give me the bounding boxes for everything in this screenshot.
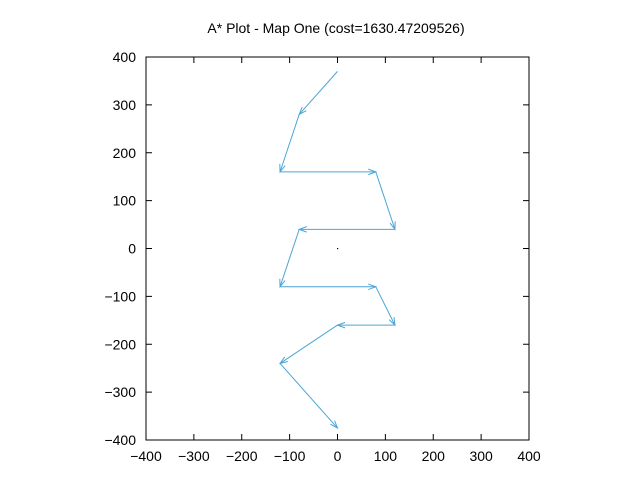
vector-segment — [279, 363, 338, 429]
x-tick-label: 0 — [334, 448, 342, 464]
vector-segment — [279, 324, 338, 364]
origin-point — [337, 248, 339, 250]
y-tick-label: 200 — [113, 145, 137, 161]
x-tick-label: 400 — [517, 448, 541, 464]
y-tick-label: −400 — [104, 432, 136, 448]
vector-arrowhead — [278, 356, 288, 365]
x-tick-label: −400 — [130, 448, 162, 464]
y-axis: −400 −300 −200 −100 0 100 200 300 400 — [104, 49, 529, 448]
series-layer — [278, 71, 396, 430]
y-tick-label: 300 — [113, 97, 137, 113]
x-tick-label: −300 — [178, 448, 210, 464]
y-tick-label: 400 — [113, 49, 137, 65]
x-tick-label: −100 — [274, 448, 306, 464]
x-tick-label: 200 — [422, 448, 446, 464]
vector-segment — [298, 71, 338, 115]
x-tick-label: −200 — [226, 448, 258, 464]
chart-title: A* Plot - Map One (cost=1630.47209526) — [207, 20, 464, 36]
y-tick-label: 100 — [113, 193, 137, 209]
y-tick-label: 0 — [128, 241, 136, 257]
y-tick-label: −200 — [104, 336, 136, 352]
vector-segment — [279, 114, 300, 173]
y-tick-label: −100 — [104, 288, 136, 304]
vector-segment — [375, 171, 396, 230]
vector-arrowhead — [330, 420, 339, 430]
x-axis: −400 −300 −200 −100 0 100 200 300 400 — [130, 57, 541, 464]
vector-segment — [279, 229, 300, 287]
marker-layer — [337, 248, 339, 250]
x-tick-label: 300 — [469, 448, 493, 464]
y-tick-label: −300 — [104, 384, 136, 400]
vector-segment — [375, 286, 396, 326]
x-tick-label: 100 — [374, 448, 398, 464]
